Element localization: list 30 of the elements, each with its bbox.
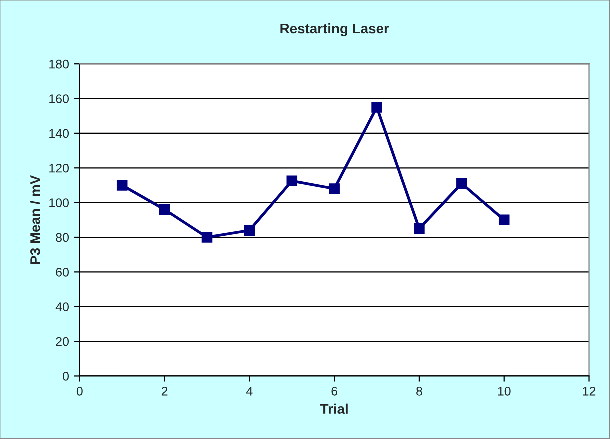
y-tick-label: 80 bbox=[56, 233, 70, 242]
x-tick-label: 8 bbox=[416, 386, 422, 396]
point bbox=[202, 232, 213, 243]
x-tick-label: 2 bbox=[162, 386, 168, 396]
point bbox=[244, 225, 256, 236]
point bbox=[116, 180, 128, 191]
y-tick-label: 60 bbox=[56, 268, 70, 277]
y-tick-label: 0 bbox=[63, 372, 70, 381]
y-tick-label: 180 bbox=[50, 60, 70, 69]
point bbox=[329, 184, 340, 194]
x-tick-label: 6 bbox=[332, 386, 338, 396]
x-tick-label: 4 bbox=[246, 387, 253, 396]
y-tick-label: 20 bbox=[56, 337, 70, 346]
point bbox=[372, 102, 382, 113]
y-tick-label: 140 bbox=[50, 129, 70, 138]
x-tick-label: 10 bbox=[498, 386, 511, 396]
point bbox=[286, 176, 298, 187]
y-tick-label: 160 bbox=[50, 94, 70, 104]
point bbox=[456, 178, 468, 190]
chart-title: Restarting Laser bbox=[280, 23, 390, 36]
x-tick-label: 0 bbox=[76, 386, 83, 396]
point bbox=[498, 214, 510, 226]
y-tick-label: 120 bbox=[50, 164, 70, 173]
y-axis-title: P3 Mean / mV bbox=[30, 175, 40, 264]
x-tick-label: 12 bbox=[583, 386, 596, 396]
point bbox=[159, 204, 170, 216]
y-tick-label: 100 bbox=[50, 198, 70, 208]
y-tick-label: 40 bbox=[56, 302, 70, 312]
point bbox=[414, 223, 425, 234]
x-axis-title: Trial bbox=[320, 404, 348, 414]
